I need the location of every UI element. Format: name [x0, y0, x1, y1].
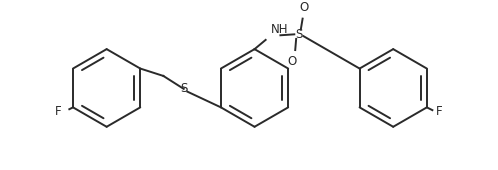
Text: NH: NH: [271, 23, 289, 36]
Text: S: S: [180, 82, 187, 95]
Text: S: S: [295, 28, 303, 41]
Text: O: O: [287, 55, 296, 68]
Text: F: F: [436, 106, 443, 118]
Text: F: F: [55, 105, 62, 118]
Text: O: O: [299, 1, 308, 14]
